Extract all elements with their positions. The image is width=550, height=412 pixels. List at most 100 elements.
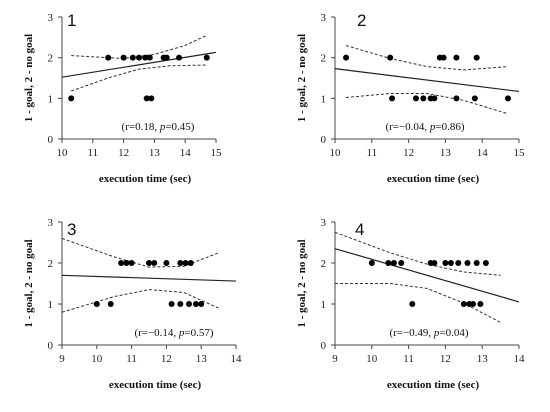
data-point xyxy=(163,260,170,266)
data-point xyxy=(453,95,460,102)
data-point xyxy=(431,260,438,266)
panel-number: 4 xyxy=(355,220,364,239)
y-tick-label: 2 xyxy=(48,53,54,65)
x-tick-label: 12 xyxy=(440,353,451,365)
y-tick-label: 3 xyxy=(321,217,327,229)
ci-upper-band xyxy=(334,231,501,276)
x-tick-label: 11 xyxy=(88,147,99,159)
data-point xyxy=(343,54,350,61)
data-point xyxy=(123,260,130,266)
regression-line xyxy=(61,51,217,78)
x-tick-label: 14 xyxy=(514,353,526,365)
data-point xyxy=(129,54,136,61)
data-point xyxy=(368,260,375,266)
x-tick-label: 10 xyxy=(330,147,342,159)
data-point xyxy=(473,54,480,61)
x-tick-label: 13 xyxy=(149,147,161,159)
stat-p-value: =0.45) xyxy=(165,121,194,133)
y-tick-label: 0 xyxy=(321,340,327,352)
x-tick-label: 9 xyxy=(59,353,65,365)
x-tick-label: 14 xyxy=(231,353,243,365)
y-tick-label: 3 xyxy=(48,217,54,229)
data-point xyxy=(182,260,189,266)
stat-p-value: =0.86) xyxy=(435,121,464,133)
ci-lower-band xyxy=(61,289,219,313)
data-point xyxy=(455,260,462,266)
x-tick-label: 15 xyxy=(514,147,526,159)
x-tick-label: 10 xyxy=(366,353,378,365)
data-point xyxy=(143,95,150,102)
x-tick-label: 14 xyxy=(477,147,489,159)
y-axis-title: 1 - goal, 2 - no goal xyxy=(23,34,35,122)
stat-annotation: (r=0.18, p=0.45) xyxy=(122,121,195,133)
data-point xyxy=(477,301,484,307)
ci-upper-band xyxy=(345,45,509,71)
x-tick-label: 11 xyxy=(126,353,137,365)
data-point xyxy=(177,260,184,266)
x-tick-label: 12 xyxy=(118,147,129,159)
data-point xyxy=(105,54,112,61)
panel-number: 3 xyxy=(67,220,76,239)
data-point xyxy=(482,260,489,266)
y-tick-label: 0 xyxy=(48,340,54,352)
x-axis-title: execution time (sec) xyxy=(109,379,202,391)
x-tick-label: 13 xyxy=(196,353,208,365)
data-point xyxy=(412,95,419,102)
stat-annotation: (r=−0.14, p=0.57) xyxy=(134,327,213,339)
panel-number: 2 xyxy=(357,11,366,30)
data-point xyxy=(136,54,142,61)
y-axis-title: 1 - goal, 2 - no goal xyxy=(296,34,308,122)
x-tick-label: 12 xyxy=(161,353,172,365)
data-point xyxy=(431,95,438,102)
regression-line xyxy=(334,248,520,303)
data-point xyxy=(203,54,210,61)
y-tick-label: 3 xyxy=(48,12,54,24)
y-tick-label: 3 xyxy=(321,12,327,24)
data-point xyxy=(385,260,392,266)
data-point xyxy=(151,260,158,266)
data-point xyxy=(177,301,184,307)
data-point xyxy=(453,54,460,61)
stat-r-value: (r=0.18, xyxy=(122,121,160,133)
regression-line xyxy=(61,274,237,282)
y-tick-label: 1 xyxy=(48,299,54,311)
stat-p-symbol: p xyxy=(159,121,166,133)
x-tick-label: 10 xyxy=(57,147,69,159)
stat-p-symbol: p xyxy=(429,121,436,133)
data-point xyxy=(442,260,449,266)
data-point xyxy=(128,260,135,266)
x-tick-label: 11 xyxy=(367,147,378,159)
y-tick-label: 1 xyxy=(48,93,54,105)
data-point xyxy=(460,301,467,307)
stat-r-value: (r=−0.49, xyxy=(389,327,433,339)
data-point xyxy=(420,95,427,102)
ci-lower-band xyxy=(335,283,501,323)
data-point xyxy=(118,260,125,266)
y-tick-label: 2 xyxy=(321,258,327,270)
data-point xyxy=(389,95,396,102)
data-point xyxy=(168,301,175,307)
panel-number: 1 xyxy=(67,11,76,30)
data-point xyxy=(198,301,205,307)
x-tick-label: 10 xyxy=(91,353,103,365)
y-tick-label: 0 xyxy=(48,134,54,146)
stat-p-symbol: p xyxy=(433,327,440,339)
x-tick-label: 14 xyxy=(180,147,192,159)
x-tick-label: 11 xyxy=(403,353,414,365)
x-tick-label: 9 xyxy=(332,353,338,365)
ci-upper-band xyxy=(61,237,219,268)
data-point xyxy=(464,260,471,266)
regression-line xyxy=(334,68,520,93)
data-point xyxy=(473,260,480,266)
stat-annotation: (r=−0.49, p=0.04) xyxy=(389,327,468,339)
data-point xyxy=(187,260,194,266)
y-axis-title: 1 - goal, 2 - no goal xyxy=(296,239,308,327)
x-axis-title: execution time (sec) xyxy=(99,173,192,185)
data-point xyxy=(148,95,155,102)
x-tick-label: 13 xyxy=(440,147,452,159)
y-tick-label: 2 xyxy=(48,258,54,270)
